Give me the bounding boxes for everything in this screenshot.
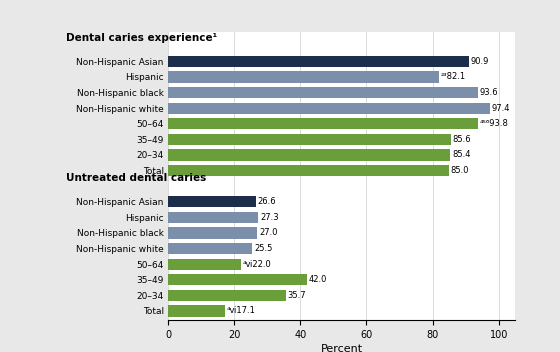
Bar <box>168 227 257 239</box>
Bar <box>168 290 286 301</box>
Text: 26.6: 26.6 <box>258 197 276 206</box>
Text: Dental caries experience¹: Dental caries experience¹ <box>66 33 217 43</box>
Bar <box>168 134 451 145</box>
Bar <box>168 243 253 254</box>
Bar <box>168 56 469 67</box>
Bar <box>168 71 440 82</box>
Text: ⁴⁵⁶93.8: ⁴⁵⁶93.8 <box>480 119 508 128</box>
Bar <box>168 212 258 223</box>
Text: 97.4: 97.4 <box>492 103 510 113</box>
Bar <box>168 305 225 316</box>
Text: 27.0: 27.0 <box>259 228 277 238</box>
Text: Untreated dental caries: Untreated dental caries <box>66 173 206 183</box>
Text: 35.7: 35.7 <box>288 291 306 300</box>
Bar <box>168 87 478 98</box>
X-axis label: Percent: Percent <box>320 344 363 352</box>
Text: 42.0: 42.0 <box>309 275 327 284</box>
Bar <box>168 196 256 207</box>
Text: 93.6: 93.6 <box>479 88 498 97</box>
Bar <box>168 165 449 176</box>
Text: 25.5: 25.5 <box>254 244 272 253</box>
Text: 27.3: 27.3 <box>260 213 278 222</box>
Text: ⁴ⅵ17.1: ⁴ⅵ17.1 <box>226 307 255 315</box>
Bar <box>168 118 478 129</box>
Bar <box>168 149 450 161</box>
Text: 85.0: 85.0 <box>451 166 469 175</box>
Text: ⁴ⅵ22.0: ⁴ⅵ22.0 <box>242 260 271 269</box>
Text: 85.6: 85.6 <box>452 135 472 144</box>
Text: 90.9: 90.9 <box>470 57 489 66</box>
Bar <box>168 258 241 270</box>
Text: 85.4: 85.4 <box>452 150 470 159</box>
Text: ²³82.1: ²³82.1 <box>441 73 466 81</box>
Bar <box>168 274 307 285</box>
Bar <box>168 102 490 114</box>
